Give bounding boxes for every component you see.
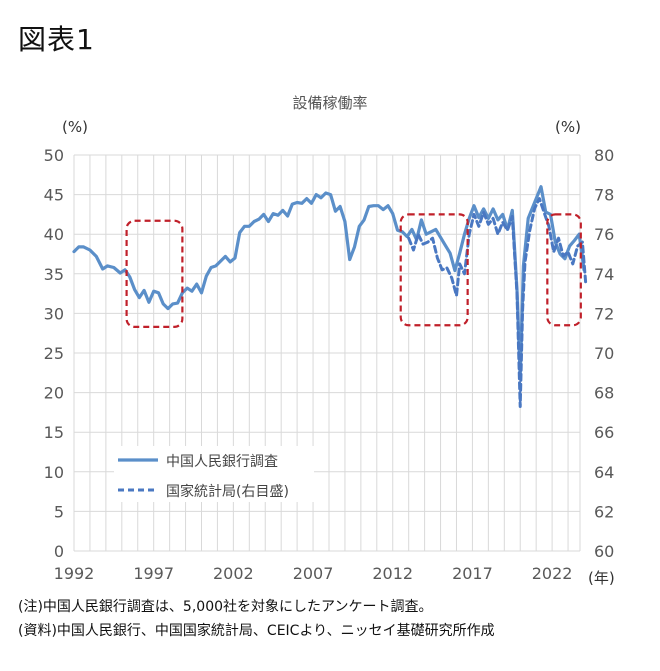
left-axis-unit: (%): [62, 118, 88, 136]
right-axis-tick: 78: [594, 186, 614, 205]
x-axis-tick: 2017: [452, 564, 493, 583]
line-chart: 0 60 5 62 10 64 15 66 20 68 25 70 30 72 35 74 40 76 45 78 50…: [44, 146, 615, 587]
legend-label-pboc: 中国人民銀行調査: [166, 454, 278, 470]
right-axis-tick: 70: [594, 344, 614, 363]
x-axis-tick: 2022: [532, 564, 573, 583]
right-axis-tick: 62: [594, 502, 614, 521]
x-axis-unit: (年): [588, 569, 615, 587]
left-axis-tick: 35: [44, 265, 64, 284]
chart-title: 設備稼働率: [292, 94, 368, 112]
legend-background: [114, 446, 314, 502]
right-axis-tick: 74: [594, 265, 614, 284]
right-axis-tick: 80: [594, 146, 614, 165]
right-axis-tick: 72: [594, 304, 614, 323]
highlight-box: [399, 213, 469, 327]
highlight-box: [546, 213, 582, 327]
left-axis-tick: 50: [44, 146, 64, 165]
right-axis-tick: 64: [594, 463, 614, 482]
left-axis-tick: 15: [44, 423, 64, 442]
left-axis-tick: 10: [44, 463, 64, 482]
series-line-pboc: [72, 185, 586, 379]
figure-label: 図表1: [18, 23, 95, 56]
legend-label-nbs: 国家統計局(右目盛): [166, 483, 289, 500]
right-axis-tick: 76: [594, 225, 614, 244]
left-axis-tick: 25: [44, 344, 64, 363]
left-axis-tick: 0: [54, 542, 64, 561]
x-axis-tick: 2007: [293, 564, 334, 583]
series-line-nbs: [407, 197, 588, 408]
right-axis-unit: (%): [555, 118, 581, 136]
left-axis-tick: 40: [44, 225, 64, 244]
right-axis-tick: 66: [594, 423, 614, 442]
footnote-note: (注)中国人民銀行調査は、5,000社を対象にしたアンケート調査。: [18, 599, 433, 615]
left-axis-tick: 45: [44, 186, 64, 205]
right-axis-tick: 60: [594, 542, 614, 561]
x-axis-tick: 2002: [213, 564, 254, 583]
x-axis-tick: 1997: [133, 564, 174, 583]
footnote-source: (資料)中国人民銀行、中国国家統計局、CEICより、ニッセイ基礎研究所作成: [18, 623, 495, 639]
highlight-box: [125, 219, 184, 328]
x-axis-tick: 1992: [54, 564, 95, 583]
left-axis-tick: 5: [54, 502, 64, 521]
left-axis-tick: 20: [44, 384, 64, 403]
left-axis-tick: 30: [44, 304, 64, 323]
right-axis-tick: 68: [594, 384, 614, 403]
x-axis-tick: 2012: [372, 564, 413, 583]
